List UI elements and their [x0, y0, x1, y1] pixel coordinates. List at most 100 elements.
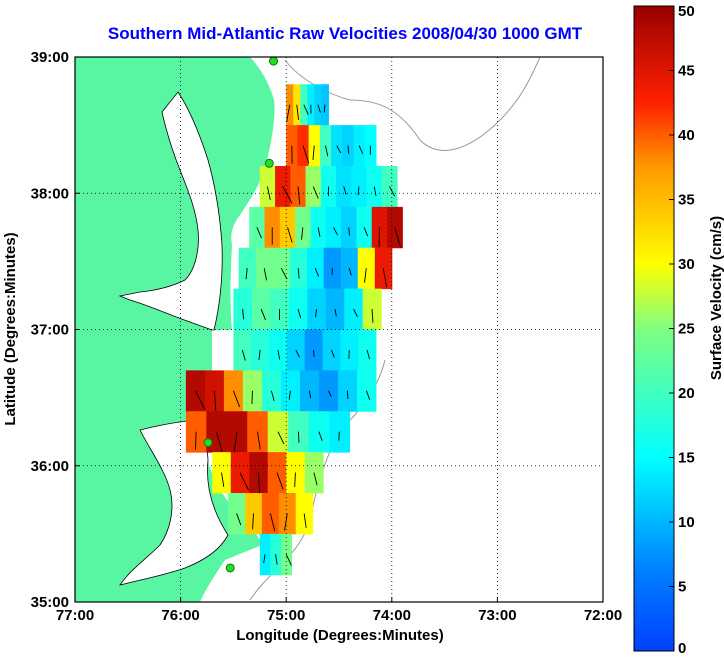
velocity-vector: [366, 349, 370, 360]
x-tick-label: 77:00: [56, 607, 94, 624]
station-markers: [203, 57, 279, 573]
velocity-vector: [353, 308, 358, 318]
x-tick-label: 73:00: [478, 607, 516, 624]
velocity-vector: [270, 390, 275, 401]
velocity-vector: [297, 308, 302, 319]
velocity-vector: [366, 390, 371, 400]
velocity-vector: [277, 349, 281, 360]
y-axis-label: Latitude (Degrees:Minutes): [2, 232, 19, 425]
velocity-vector: [297, 186, 301, 205]
colorbar-tick-label: 20: [678, 385, 695, 402]
velocity-vector: [296, 104, 300, 120]
y-axis: 39:00 38:00 37:00 36:00 35:00: [31, 49, 80, 611]
x-axis-label: Longitude (Degrees:Minutes): [236, 627, 444, 644]
y-tick-label: 35:00: [31, 594, 69, 611]
grid: [75, 57, 603, 602]
velocity-vector: [317, 227, 321, 237]
velocity-vector: [333, 227, 339, 236]
velocity-vector: [394, 227, 401, 248]
velocity-vector: [312, 145, 315, 161]
velocity-vector: [282, 186, 293, 204]
velocity-vector: [297, 268, 300, 279]
y-tick-label: 39:00: [31, 49, 69, 66]
velocity-vector: [313, 472, 318, 486]
velocity-vector: [260, 308, 266, 321]
velocity-vector: [336, 145, 342, 154]
velocity-vector: [242, 309, 244, 320]
velocity-vector: [328, 390, 332, 398]
colorbar-gradient: [633, 5, 675, 652]
velocity-vector: [287, 227, 293, 243]
colorbar-tick-label: 50: [678, 3, 695, 20]
station-marker: [203, 438, 213, 448]
station-marker: [269, 57, 279, 66]
velocity-vector: [194, 390, 206, 410]
velocity-vector: [213, 390, 217, 411]
velocity-vector: [303, 513, 307, 528]
colorbar-label: Surface Velocity (cm/s): [708, 216, 724, 380]
x-axis: 77:00 76:00 75:00 74:00 73:00 72:00: [56, 597, 622, 624]
velocity-vector: [195, 431, 197, 450]
velocity-vector: [308, 390, 312, 399]
colorbar-tick-label: 30: [678, 256, 695, 273]
velocity-vector: [363, 227, 369, 237]
colorbar-tick-label: 0: [678, 640, 686, 657]
x-tick-label: 72:00: [584, 607, 622, 624]
velocity-vector: [303, 104, 309, 115]
velocity-vector: [294, 472, 296, 488]
station-marker: [225, 563, 235, 573]
velocity-vector: [325, 145, 329, 157]
plot-area: 77:00 76:00 75:00 74:00 73:00 72:00 39:00 38:0…: [31, 49, 623, 624]
velocity-vector: [330, 349, 335, 358]
velocity-vector: [233, 431, 238, 453]
velocity-vector: [263, 268, 268, 281]
colorbar-tick-label: 35: [678, 192, 695, 209]
velocity-vector: [301, 227, 304, 240]
velocity-vector: [297, 431, 300, 443]
velocity-vector: [312, 186, 319, 199]
colorbar-tick-label: 5: [678, 579, 686, 596]
velocity-vector: [382, 268, 388, 288]
velocity-vector: [317, 104, 321, 113]
land-mass: [75, 57, 275, 602]
velocity-vector: [257, 431, 261, 450]
y-tick-label: 36:00: [31, 458, 69, 475]
velocity-vector: [263, 554, 266, 564]
velocity-vector: [314, 268, 319, 277]
colorbar-tick-label: 25: [678, 321, 695, 338]
velocity-vector: [364, 268, 367, 283]
velocity-vector: [258, 349, 261, 361]
velocity-vector: [252, 513, 254, 530]
bay-water: [118, 91, 223, 331]
velocity-vector: [334, 308, 337, 317]
colorbar-tick-label: 15: [678, 450, 695, 467]
colorbar-tick-label: 40: [678, 127, 695, 144]
velocity-vector: [277, 431, 285, 445]
velocity-vector: [315, 309, 318, 318]
velocity-vector: [357, 186, 360, 196]
velocity-vector: [348, 227, 350, 236]
velocity-vector: [269, 513, 276, 532]
velocity-vector: [347, 145, 350, 154]
velocity-vector: [302, 145, 310, 164]
velocity-vector: [286, 104, 291, 122]
chart-title: Southern Mid-Atlantic Raw Velocities 200…: [108, 24, 583, 43]
shelf-contour: [284, 57, 541, 151]
colorbar-tick-label: 45: [678, 63, 695, 80]
velocity-vector: [318, 431, 323, 441]
sound-water: [119, 419, 229, 586]
velocity-vector: [245, 268, 248, 280]
velocity-vector: [343, 186, 347, 195]
y-tick-label: 37:00: [31, 322, 69, 339]
velocity-vector: [239, 472, 249, 491]
velocity-vector: [373, 186, 377, 196]
colorbar-tick-label: 10: [678, 514, 695, 531]
velocity-vector: [258, 472, 261, 494]
velocity-vector: [295, 349, 300, 358]
velocity-vector: [358, 145, 364, 154]
velocity-vector: [232, 390, 241, 408]
velocity-vector: [288, 390, 291, 400]
